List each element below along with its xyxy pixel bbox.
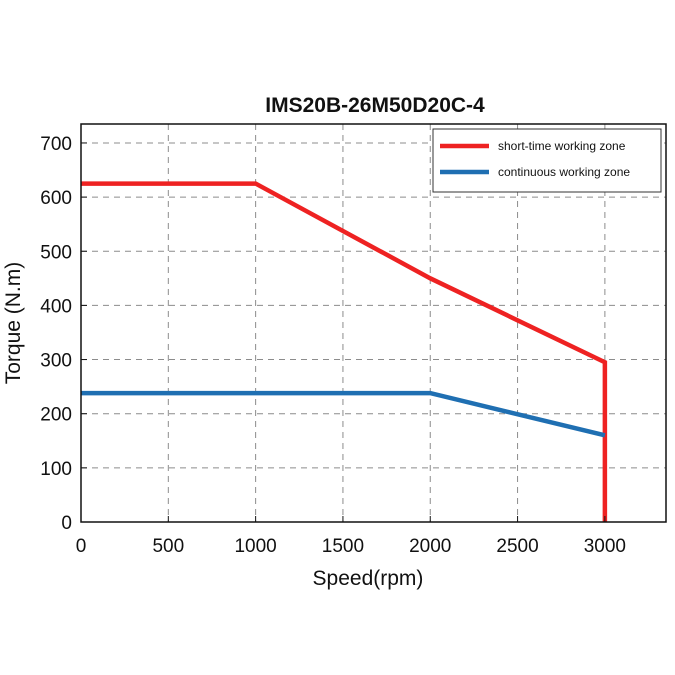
x-tick-label: 3000 — [584, 536, 626, 557]
series-line-2 — [81, 390, 606, 438]
ticks: 0 500 1000 1500 2000 2500 3000 0 100 200 300 400 500… — [40, 134, 626, 557]
y-tick-label: 300 — [40, 351, 72, 372]
y-tick-label: 500 — [40, 242, 72, 263]
y-tick-label: 200 — [40, 405, 72, 426]
y-axis-label: Torque (N.m) — [2, 262, 25, 385]
x-tick-label: 0 — [76, 536, 87, 557]
y-tick-label: 600 — [40, 188, 72, 209]
y-tick-label: 700 — [40, 134, 72, 155]
y-tick-label: 0 — [61, 513, 72, 534]
y-tick-label: 400 — [40, 296, 72, 317]
x-tick-label: 1000 — [234, 536, 276, 557]
x-tick-label: 2500 — [496, 536, 538, 557]
plot-frame — [80, 123, 667, 523]
x-tick-label: 1500 — [322, 536, 364, 557]
x-tick-label: 2000 — [409, 536, 451, 557]
x-tick-label: 500 — [152, 536, 184, 557]
legend-label-2: continuous working zone — [498, 165, 630, 179]
legend-box — [432, 128, 662, 193]
series-group — [81, 181, 608, 522]
legend-label-1: short-time working zone — [498, 139, 626, 153]
legend: short-time working zone continuous workin… — [432, 128, 662, 193]
chart-title: IMS20B-26M50D20C-4 — [265, 94, 485, 117]
series-line-1 — [81, 181, 608, 522]
x-axis-label: Speed(rpm) — [313, 567, 424, 590]
y-tick-label: 100 — [40, 459, 72, 480]
